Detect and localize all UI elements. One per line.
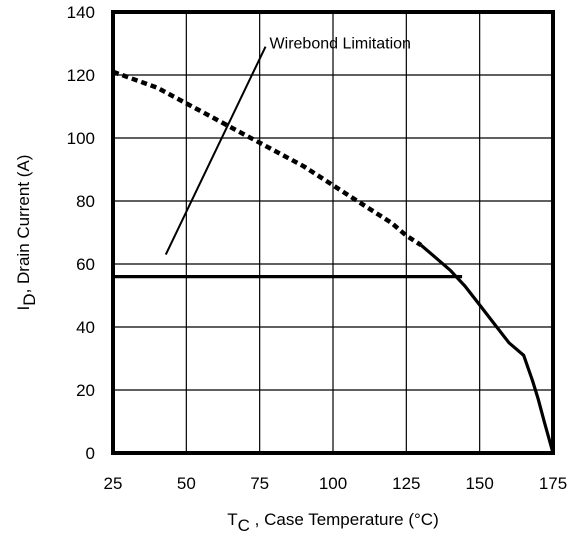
y-tick-label-7: 140 bbox=[67, 3, 95, 22]
x-tick-label-6: 175 bbox=[539, 474, 567, 493]
x-axis-label-subscript: C bbox=[238, 516, 250, 535]
y-axis-label-suffix: , Drain Current (A) bbox=[14, 155, 33, 294]
series-group bbox=[112, 69, 555, 454]
x-tick-label-5: 150 bbox=[465, 474, 493, 493]
y-tick-label-4: 80 bbox=[76, 192, 95, 211]
grid-lines bbox=[112, 11, 554, 454]
x-tick-label-3: 100 bbox=[319, 474, 347, 493]
x-tick-label-0: 25 bbox=[104, 474, 123, 493]
x-tick-label-4: 125 bbox=[392, 474, 420, 493]
x-tick-labels: 25 50 75 100 125 150 175 bbox=[104, 474, 568, 493]
y-tick-label-0: 0 bbox=[86, 444, 95, 463]
annotation-group: Wirebond Limitation bbox=[164, 36, 411, 255]
y-tick-label-6: 120 bbox=[67, 66, 95, 85]
x-tick-label-2: 75 bbox=[250, 474, 269, 493]
x-axis-label: TC , Case Temperature (°C) bbox=[227, 510, 439, 535]
y-tick-label-1: 20 bbox=[76, 381, 95, 400]
series-line-0 bbox=[112, 69, 423, 247]
series-line-1 bbox=[419, 243, 555, 454]
y-axis-label-subscript: D bbox=[20, 293, 39, 305]
y-tick-labels: 0 20 40 60 80 100 120 140 bbox=[67, 3, 95, 463]
x-axis-label-prefix: T bbox=[227, 510, 237, 529]
y-axis-label-prefix: I bbox=[14, 306, 33, 311]
x-axis-label-suffix: , Case Temperature (°C) bbox=[250, 510, 439, 529]
y-tick-label-5: 100 bbox=[67, 129, 95, 148]
y-tick-label-3: 60 bbox=[76, 255, 95, 274]
annotation-leader-0 bbox=[164, 46, 267, 255]
x-tick-label-1: 50 bbox=[177, 474, 196, 493]
y-tick-label-2: 40 bbox=[76, 318, 95, 337]
y-axis-label: ID, Drain Current (A) bbox=[14, 155, 39, 311]
annotation-text-0: Wirebond Limitation bbox=[270, 36, 411, 53]
plot-frame bbox=[111, 10, 555, 455]
